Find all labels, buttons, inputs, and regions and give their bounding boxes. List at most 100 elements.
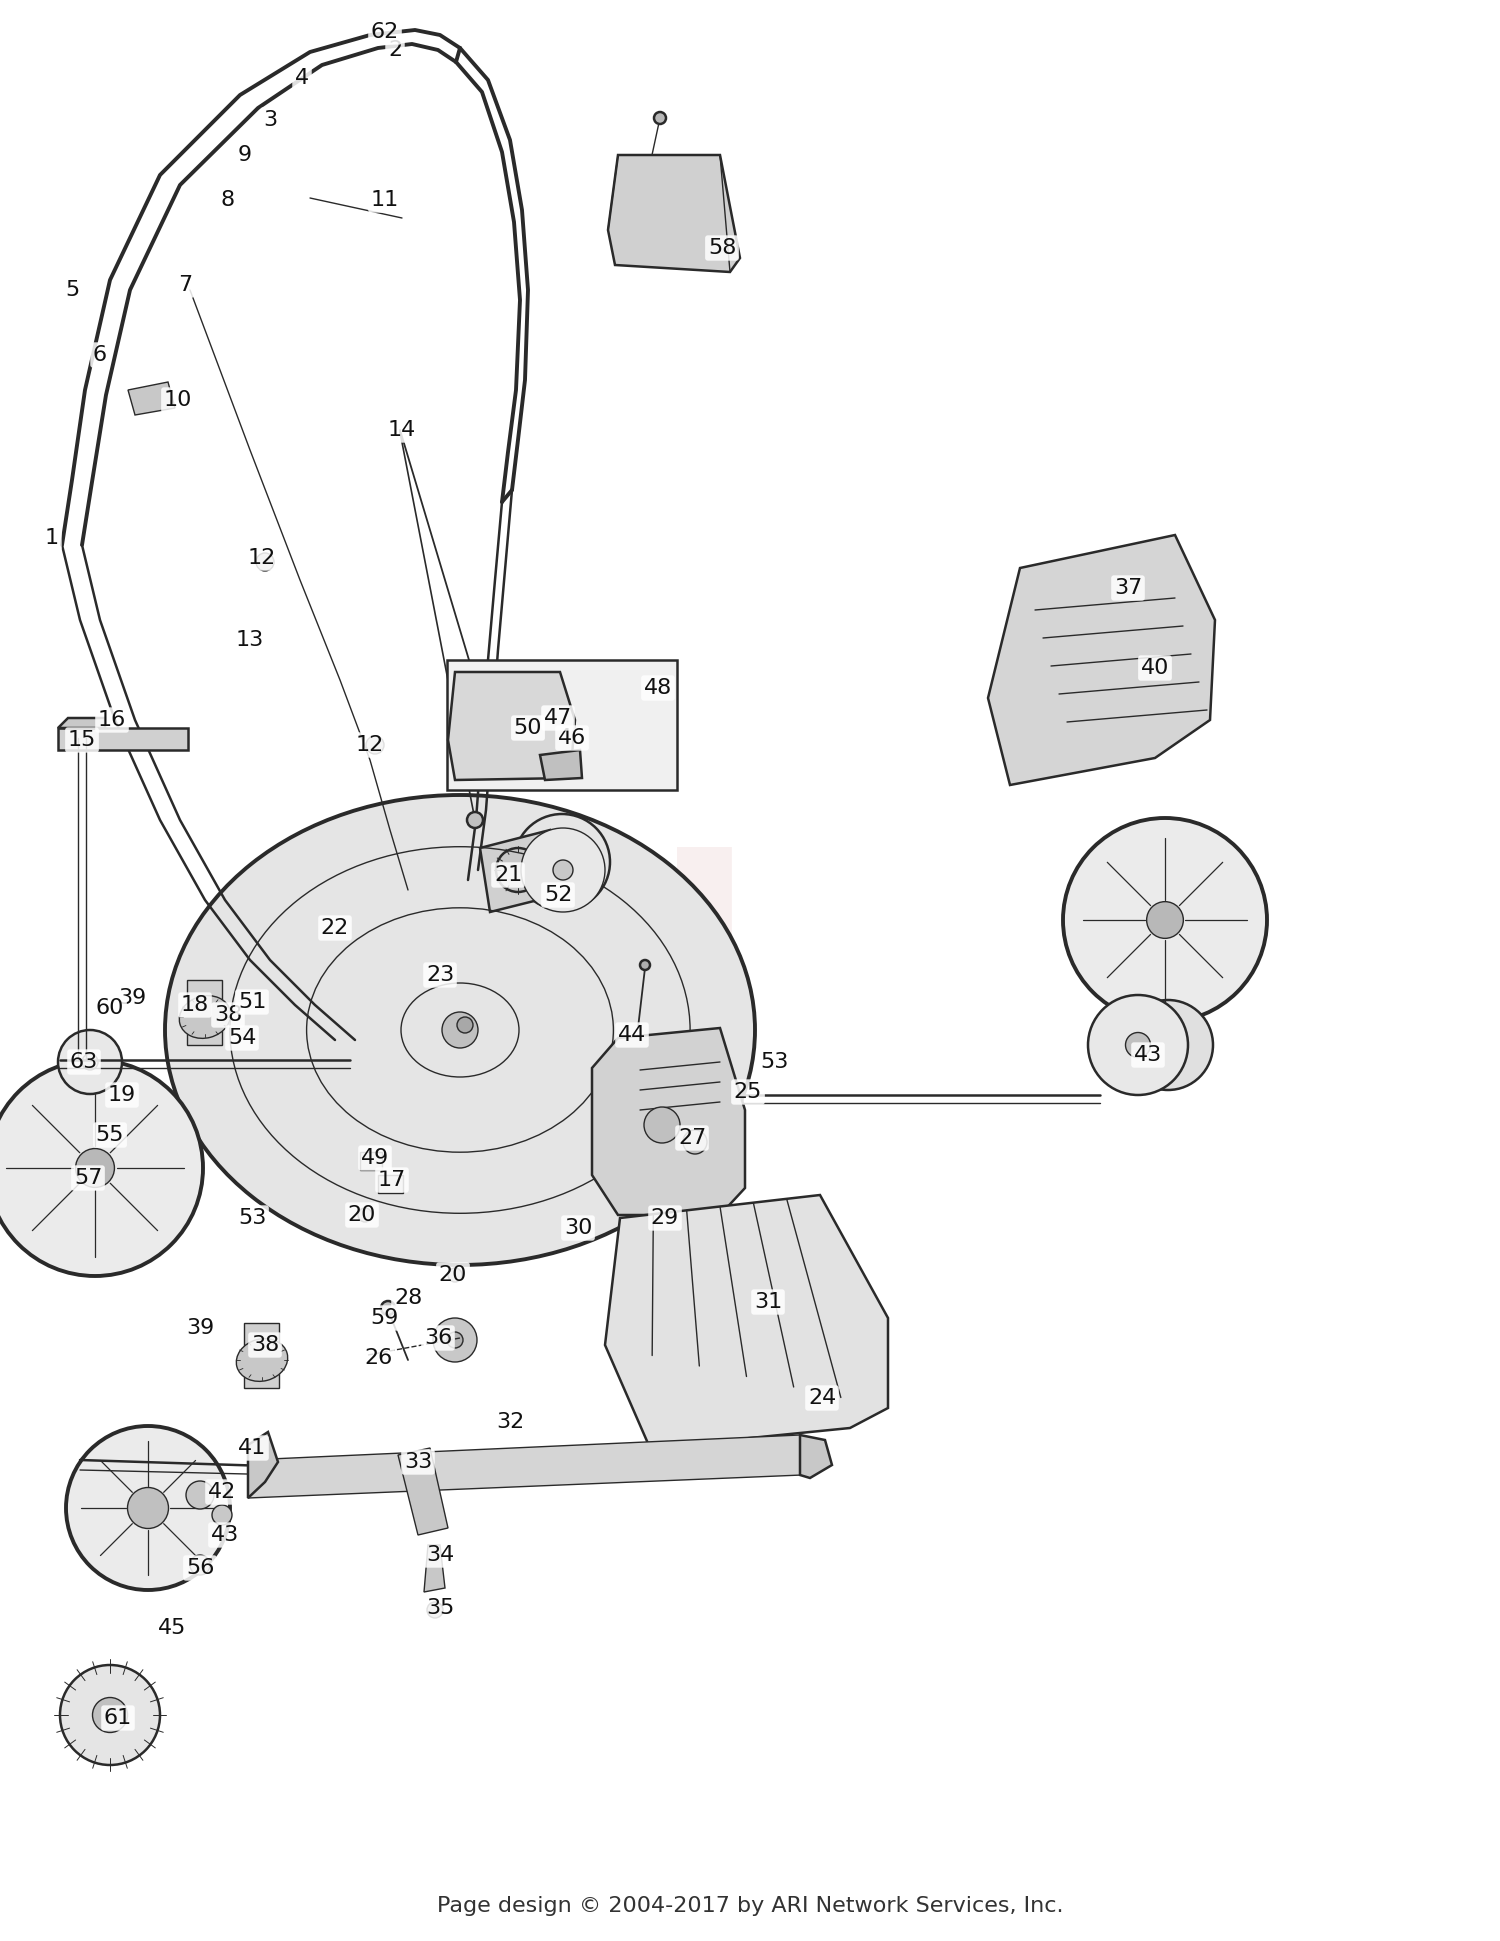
Text: 13: 13: [236, 631, 264, 650]
Text: 14: 14: [388, 419, 416, 441]
Text: 43: 43: [211, 1526, 238, 1545]
Text: 42: 42: [209, 1483, 236, 1502]
Circle shape: [93, 1698, 128, 1733]
Text: 26: 26: [364, 1347, 392, 1368]
Text: 2: 2: [388, 41, 402, 60]
Circle shape: [496, 848, 540, 893]
Text: 53: 53: [238, 1207, 266, 1229]
Text: 52: 52: [544, 885, 572, 905]
Text: 60: 60: [96, 998, 124, 1017]
Ellipse shape: [237, 1339, 288, 1382]
Polygon shape: [248, 1432, 278, 1498]
Text: 18: 18: [182, 996, 209, 1015]
Text: 47: 47: [544, 708, 572, 728]
Text: 44: 44: [618, 1025, 646, 1044]
Text: 53: 53: [760, 1052, 789, 1071]
Circle shape: [447, 1332, 464, 1347]
Circle shape: [514, 813, 610, 910]
Text: 45: 45: [158, 1619, 186, 1638]
Text: 43: 43: [1134, 1044, 1162, 1066]
Polygon shape: [398, 1448, 448, 1535]
Circle shape: [128, 1487, 168, 1528]
Circle shape: [60, 1665, 160, 1764]
Text: 63: 63: [70, 1052, 98, 1071]
Text: 51: 51: [238, 992, 266, 1011]
Text: 39: 39: [186, 1318, 214, 1337]
Text: 6: 6: [93, 345, 106, 365]
Bar: [58, 728, 188, 749]
Text: 19: 19: [108, 1085, 136, 1104]
Polygon shape: [800, 1434, 832, 1477]
Text: 15: 15: [68, 730, 96, 749]
Circle shape: [1064, 817, 1268, 1023]
Text: 23: 23: [426, 965, 454, 984]
Text: 12: 12: [248, 547, 276, 569]
Text: 55: 55: [96, 1126, 124, 1145]
Polygon shape: [480, 831, 558, 912]
Text: 58: 58: [708, 239, 736, 258]
Bar: [188, 980, 222, 1044]
Text: 40: 40: [1142, 658, 1168, 677]
Text: 59: 59: [370, 1308, 399, 1328]
Text: 7: 7: [178, 276, 192, 295]
Text: 31: 31: [754, 1293, 782, 1312]
Text: 9: 9: [238, 146, 252, 165]
Text: 34: 34: [426, 1545, 454, 1564]
Bar: [447, 660, 676, 790]
Circle shape: [256, 553, 274, 571]
Text: 33: 33: [404, 1452, 432, 1471]
Text: 36: 36: [424, 1328, 451, 1347]
Circle shape: [654, 113, 666, 124]
Polygon shape: [424, 1545, 445, 1592]
Circle shape: [366, 736, 384, 753]
Text: 61: 61: [104, 1708, 132, 1727]
Circle shape: [1154, 1031, 1184, 1060]
Text: 32: 32: [496, 1411, 523, 1432]
Circle shape: [66, 1427, 230, 1590]
Text: 3: 3: [262, 111, 278, 130]
Text: ARI: ARI: [201, 839, 759, 1122]
Text: 12: 12: [356, 736, 384, 755]
Polygon shape: [592, 1029, 746, 1215]
Polygon shape: [608, 155, 740, 272]
Text: 27: 27: [678, 1128, 706, 1147]
Text: 5: 5: [64, 280, 80, 301]
Polygon shape: [540, 749, 582, 780]
Text: 57: 57: [74, 1168, 102, 1188]
Circle shape: [433, 1318, 477, 1363]
Text: 1: 1: [45, 528, 58, 547]
Text: 35: 35: [426, 1597, 454, 1619]
Text: 54: 54: [228, 1029, 256, 1048]
Text: 20: 20: [348, 1205, 376, 1225]
Bar: [244, 1324, 279, 1388]
Text: 8: 8: [220, 190, 236, 210]
Text: 20: 20: [440, 1266, 466, 1285]
Text: 48: 48: [644, 677, 672, 699]
Text: 21: 21: [494, 866, 522, 885]
Text: 50: 50: [513, 718, 543, 738]
Circle shape: [190, 1555, 210, 1574]
Text: 49: 49: [362, 1147, 388, 1168]
Circle shape: [381, 1300, 394, 1314]
Text: 22: 22: [321, 918, 350, 938]
Text: 46: 46: [558, 728, 586, 747]
Text: 16: 16: [98, 710, 126, 730]
Circle shape: [186, 1481, 214, 1508]
Circle shape: [211, 1504, 232, 1526]
Circle shape: [520, 829, 605, 912]
Text: 4: 4: [296, 68, 309, 87]
Circle shape: [82, 1054, 98, 1069]
Polygon shape: [448, 672, 574, 780]
Circle shape: [644, 1106, 680, 1143]
Text: 17: 17: [378, 1170, 406, 1190]
Text: 24: 24: [808, 1388, 836, 1407]
Polygon shape: [128, 382, 176, 415]
Circle shape: [442, 1011, 478, 1048]
Circle shape: [1088, 996, 1188, 1095]
Text: 25: 25: [734, 1081, 762, 1102]
Polygon shape: [988, 536, 1215, 784]
Circle shape: [75, 1149, 114, 1188]
Circle shape: [640, 961, 650, 970]
Ellipse shape: [165, 796, 754, 1266]
Polygon shape: [58, 718, 105, 728]
